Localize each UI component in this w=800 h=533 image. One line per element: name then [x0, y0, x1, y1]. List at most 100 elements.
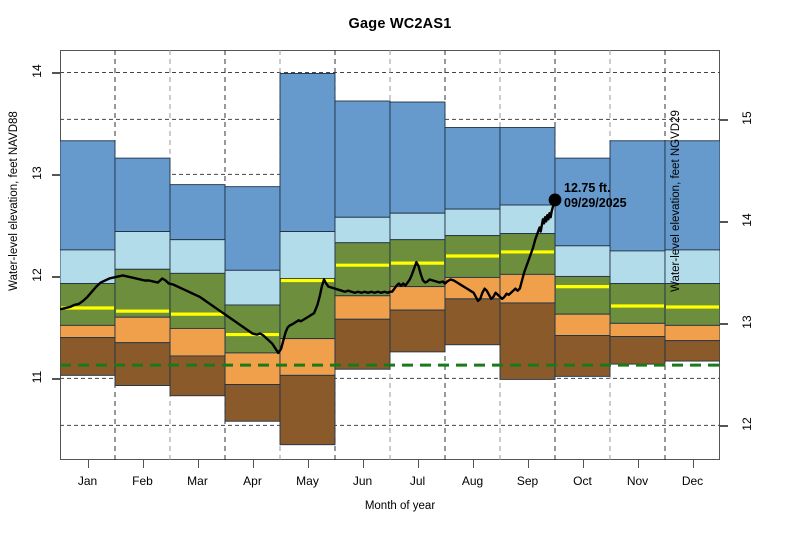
x-tick-mar: Mar	[187, 474, 208, 488]
band-segment-very_high	[664, 140, 720, 251]
current-value-marker[interactable]	[548, 193, 562, 207]
axis-tick-mark	[142, 460, 144, 468]
band-segment-high	[169, 239, 226, 274]
band-segment-high	[389, 212, 446, 241]
axis-tick-mark	[307, 460, 309, 468]
x-tick-aug: Aug	[461, 474, 484, 488]
band-segment-very_low	[169, 355, 226, 397]
y-tick-left-11: 11	[30, 371, 44, 384]
band-segment-very_low	[224, 384, 281, 422]
axis-tick-mark	[692, 460, 694, 468]
axis-tick-mark	[582, 460, 584, 468]
current-water-level-line	[60, 198, 557, 355]
band-segment-normal	[224, 304, 281, 354]
band-segment-normal	[554, 275, 611, 315]
axis-tick-mark	[637, 460, 639, 468]
band-segment-very_high	[389, 101, 446, 214]
band-segment-low	[114, 316, 171, 344]
current-value-annotation: 12.75 ft. 09/29/2025	[564, 181, 627, 211]
x-tick-sep: Sep	[516, 474, 539, 488]
axis-tick-mark	[52, 378, 60, 380]
y-axis-left-label: Water-level elevation, feet NAVD88	[8, 111, 20, 291]
band-segment-very_high	[60, 140, 116, 251]
band-segment-very_high	[609, 140, 666, 252]
band-segment-very_high	[114, 157, 171, 232]
axis-tick-mark	[52, 174, 60, 176]
band-segment-normal	[279, 278, 336, 340]
current-value-text: 12.75 ft.	[564, 180, 611, 195]
y-tick-right-13: 13	[740, 315, 754, 330]
band-segment-very_high	[224, 186, 281, 271]
x-tick-may: May	[296, 474, 319, 488]
band-segment-low	[224, 352, 281, 385]
band-segment-very_low	[279, 374, 336, 446]
x-tick-jun: Jun	[352, 474, 373, 488]
band-segment-very_low	[554, 335, 611, 377]
x-tick-jul: Jul	[409, 474, 426, 488]
band-segment-high	[444, 208, 501, 237]
band-segment-high	[609, 250, 666, 285]
band-segment-low	[389, 286, 446, 311]
band-segment-low	[609, 322, 666, 338]
band-segment-low	[554, 313, 611, 337]
y-tick-left-13: 13	[30, 166, 44, 181]
band-segment-high	[554, 245, 611, 277]
band-segment-very_low	[334, 318, 391, 370]
band-segment-normal	[609, 283, 666, 324]
band-segment-low	[279, 338, 336, 376]
band-segment-normal	[499, 233, 556, 275]
axis-tick-mark	[417, 460, 419, 468]
plot-area	[60, 50, 720, 460]
band-segment-very_low	[389, 309, 446, 353]
axis-tick-mark	[362, 460, 364, 468]
band-segment-high	[114, 231, 171, 270]
band-segment-very_high	[279, 73, 336, 232]
x-tick-apr: Apr	[243, 474, 262, 488]
band-segment-high	[499, 204, 556, 235]
band-segment-very_high	[499, 127, 556, 206]
x-tick-feb: Feb	[132, 474, 153, 488]
chart-title: Gage WC2AS1	[348, 16, 452, 32]
axis-tick-mark	[252, 460, 254, 468]
y-tick-left-12: 12	[30, 268, 44, 283]
band-segment-high	[224, 269, 281, 306]
y-tick-left-14: 14	[30, 64, 44, 79]
band-segment-very_low	[609, 336, 666, 365]
band-segment-normal	[169, 272, 226, 329]
axis-tick-mark	[720, 119, 728, 121]
axis-tick-mark	[720, 221, 728, 223]
x-axis-label: Month of year	[364, 500, 436, 512]
band-segment-high	[334, 216, 391, 244]
band-segment-very_high	[334, 100, 391, 218]
x-tick-nov: Nov	[626, 474, 649, 488]
band-segment-very_low	[444, 298, 501, 346]
axis-tick-mark	[720, 425, 728, 427]
band-segment-very_high	[169, 184, 226, 241]
axis-tick-mark	[87, 460, 89, 468]
axis-tick-mark	[52, 72, 60, 74]
band-segment-low	[334, 295, 391, 320]
band-segment-very_high	[554, 157, 611, 247]
band-segment-low	[169, 327, 226, 357]
x-tick-dec: Dec	[681, 474, 704, 488]
band-segment-very_low	[664, 340, 720, 362]
band-segment-very_low	[499, 302, 556, 380]
band-segment-normal	[60, 283, 116, 326]
axis-tick-mark	[720, 323, 728, 325]
x-tick-jan: Jan	[77, 474, 98, 488]
y-tick-right-12: 12	[740, 417, 754, 431]
band-segment-low	[60, 324, 116, 339]
axis-tick-mark	[197, 460, 199, 468]
axis-tick-mark	[52, 276, 60, 278]
y-tick-right-14: 14	[740, 213, 754, 228]
band-segment-very_high	[444, 127, 501, 210]
current-date-text: 09/29/2025	[564, 195, 627, 210]
band-segment-very_low	[60, 337, 116, 376]
y-tick-right-15: 15	[740, 111, 754, 126]
band-segment-low	[499, 273, 556, 304]
band-segment-high	[279, 231, 336, 279]
band-segment-normal	[334, 242, 391, 297]
axis-tick-mark	[527, 460, 529, 468]
chart-canvas	[60, 50, 720, 460]
